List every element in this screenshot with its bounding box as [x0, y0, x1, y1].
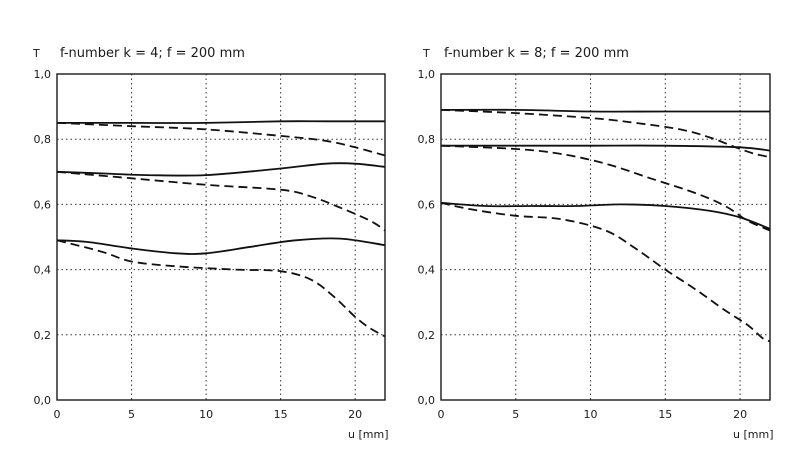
x-axis-label: u [mm]	[348, 428, 388, 441]
y-axis-label: T	[32, 47, 40, 60]
solid-curve-0	[57, 120, 385, 124]
y-tick-label: 0,8	[34, 133, 52, 146]
y-tick-label: 0,2	[34, 329, 52, 342]
y-tick-label: 0,0	[34, 394, 52, 407]
plot-frame	[56, 73, 386, 401]
y-axis-label: T	[422, 47, 430, 60]
dashed-curve-5	[440, 201, 771, 343]
dashed-curve-5	[56, 239, 386, 338]
y-tick-label: 0,6	[418, 198, 436, 211]
solid-curve-2	[56, 162, 386, 177]
x-tick-label: 15	[658, 408, 672, 421]
dashed-curve-3	[56, 170, 386, 232]
x-tick-label: 0	[438, 408, 445, 421]
chart-panel-left: T f-number k = 4; f = 200 mm u [mm] 0 5 10…	[32, 46, 388, 441]
y-tick-label: 1,0	[34, 68, 52, 81]
x-tick-label: 5	[512, 408, 519, 421]
chart-title: f-number k = 4; f = 200 mm	[60, 46, 245, 61]
y-tick-label: 0,0	[418, 394, 436, 407]
y-tick-label: 1,0	[418, 68, 436, 81]
x-axis-label: u [mm]	[733, 428, 773, 441]
y-tick-label: 0,4	[34, 264, 52, 277]
x-tick-label: 15	[274, 408, 288, 421]
x-tick-label: 20	[733, 408, 747, 421]
y-tick-label: 0,8	[418, 133, 436, 146]
chart-panel-right: T f-number k = 8; f = 200 mm u [mm] 0 5 10…	[418, 46, 774, 441]
x-tick-label: 20	[348, 408, 362, 421]
chart-title: f-number k = 8; f = 200 mm	[444, 46, 629, 61]
y-tick-label: 0,6	[34, 198, 52, 211]
x-tick-label: 10	[584, 408, 598, 421]
x-tick-label: 0	[54, 408, 61, 421]
plot-frame	[440, 73, 771, 401]
x-tick-label: 10	[199, 408, 213, 421]
y-tick-label: 0,2	[418, 329, 436, 342]
y-tick-label: 0,4	[418, 264, 436, 277]
solid-curve-4	[56, 237, 386, 255]
dashed-curve-3	[440, 144, 771, 232]
x-tick-label: 5	[128, 408, 135, 421]
dashed-curve-1	[56, 122, 386, 157]
dashed-curve-1	[440, 109, 771, 158]
solid-curve-0	[440, 108, 770, 113]
solid-curve-2	[441, 144, 771, 152]
solid-curve-4	[440, 201, 771, 230]
